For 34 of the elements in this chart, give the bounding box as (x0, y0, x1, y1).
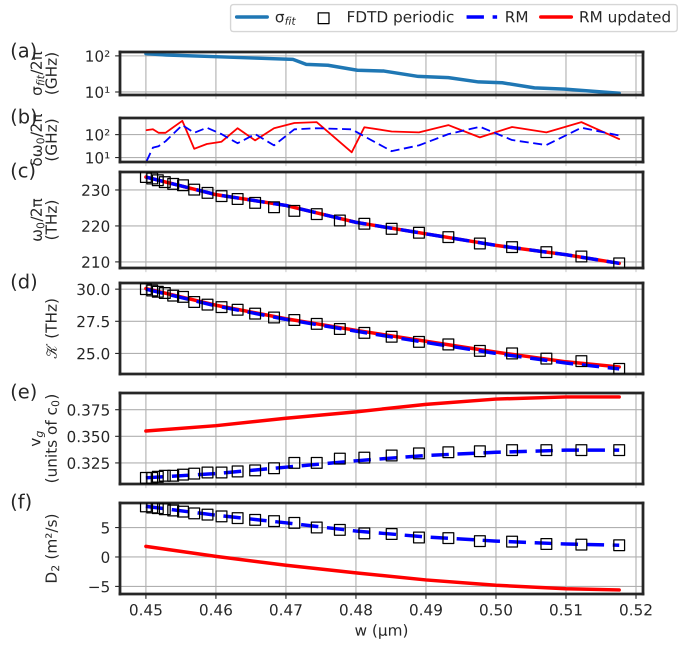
y-tick-label: 10² (86, 129, 110, 141)
x-tick-label: 0.50 (480, 604, 512, 616)
y-tick-label: 10¹ (86, 152, 110, 164)
y-tick-label: 0 (102, 551, 110, 563)
x-axis-title: w (μm) (355, 624, 408, 639)
x-tick-label: 0.51 (550, 604, 582, 616)
x-tick-label: 0.52 (620, 604, 652, 616)
y-tick-label: 0.375 (68, 404, 109, 416)
x-tick-label: 0.49 (410, 604, 442, 616)
legend-label: RM updated (580, 10, 670, 26)
text: (d) (12, 274, 36, 291)
y-tick-label: 230 (82, 184, 110, 196)
legend-label: FDTD periodic (348, 10, 454, 26)
y-tick-label: 0.350 (68, 430, 110, 442)
y-tick-label: 210 (82, 256, 110, 268)
y-tick-label: 10² (86, 50, 110, 62)
x-tick-label: 0.45 (130, 604, 162, 616)
legend-label: σ$_{fit}$ (276, 14, 296, 25)
y-tick-label: 10¹ (86, 86, 110, 98)
y-tick-label: 30.0 (77, 284, 110, 296)
y-axis-title: 𝒦 (THz) (45, 299, 59, 358)
x-tick-label: 0.48 (340, 604, 372, 616)
y-tick-label: 27.5 (77, 316, 109, 328)
x-tick-label: 0.46 (200, 604, 232, 616)
y-tick-label: 25.0 (77, 348, 110, 360)
legend-label: RM (506, 11, 528, 22)
y-tick-label: −5 (89, 581, 109, 592)
y-axis-title: D$_{2}$ (m²/s) (45, 514, 60, 582)
text: (f) (12, 494, 31, 511)
y-tick-label: 0.325 (68, 457, 109, 469)
y-tick-label: 220 (82, 220, 110, 232)
y-tick-label: 5 (102, 522, 109, 534)
x-tick-label: 0.47 (270, 604, 302, 616)
y-axis-title: ω$_{0}$/2π (THz) (30, 198, 59, 241)
